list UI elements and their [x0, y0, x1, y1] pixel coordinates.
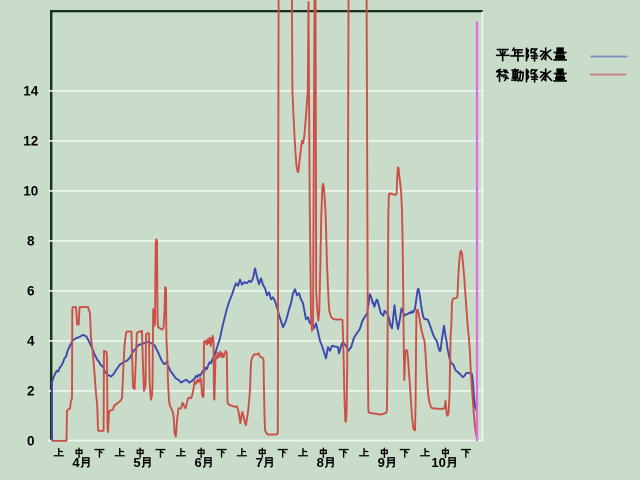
svg-text:10: 10	[431, 455, 445, 470]
svg-text:9: 9	[378, 455, 385, 470]
svg-text:8: 8	[27, 233, 35, 248]
svg-text:12: 12	[23, 133, 38, 148]
svg-text:10: 10	[23, 183, 38, 198]
svg-text:5: 5	[133, 455, 140, 470]
svg-text:6: 6	[27, 283, 35, 298]
svg-text:0: 0	[27, 433, 35, 448]
svg-text:2: 2	[27, 383, 35, 398]
svg-text:4: 4	[27, 333, 35, 348]
svg-text:6: 6	[194, 455, 201, 470]
svg-text:14: 14	[23, 83, 39, 98]
svg-text:8: 8	[317, 455, 324, 470]
svg-text:7: 7	[256, 455, 263, 470]
svg-text:4: 4	[72, 455, 80, 470]
